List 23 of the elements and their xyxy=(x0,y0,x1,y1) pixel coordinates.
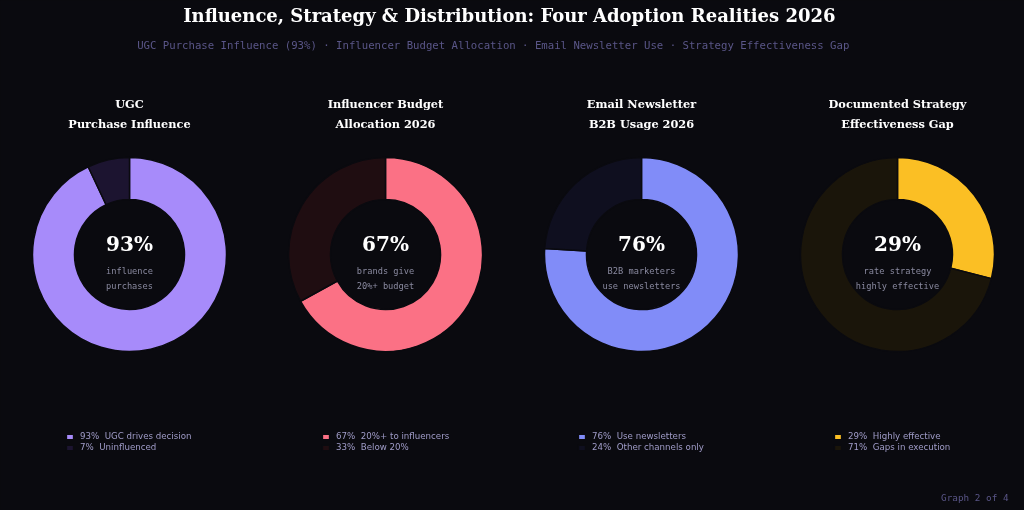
chart-title: Email Newsletter B2B Usage 2026 xyxy=(586,96,698,131)
text: rate strategy highly effective xyxy=(855,266,940,291)
legend-label: 93% UGC drives decision xyxy=(80,431,192,441)
chart-title: UGC Purchase Influence xyxy=(68,96,191,131)
chart-title: Documented Strategy Effectiveness Gap xyxy=(828,96,967,131)
caption: Graph 2 of 4 xyxy=(941,492,1009,503)
legend-label: 33% Below 20% xyxy=(336,442,409,452)
legend-label: 24% Other channels only xyxy=(592,442,704,452)
data-label: 29% xyxy=(874,231,921,256)
legend-label: 67% 20%+ to influencers xyxy=(336,431,450,441)
legend-label: 7% Uninfluenced xyxy=(80,442,157,452)
text: brands give 20%+ budget xyxy=(356,266,415,291)
text: Influence, Strategy & Distribution: Four Adoption Realities 2026 xyxy=(183,5,836,26)
legend-label: 76% Use newsletters xyxy=(592,431,686,441)
legend-label: 71% Gaps in execution xyxy=(848,442,951,452)
legend-label: 29% Highly effective xyxy=(848,431,941,441)
data-label: 67% xyxy=(362,231,409,256)
text: UGC Purchase Influence (93%) · Influencer Budget Allocation · Email Newsletter Use · Strategy Effectiveness Gap xyxy=(137,39,850,52)
data-label: 93% xyxy=(106,231,153,256)
chart-title: Influencer Budget Allocation 2026 xyxy=(327,96,445,131)
text: B2B marketers use newsletters xyxy=(602,266,681,291)
text: influence purchases xyxy=(106,266,153,291)
data-label: 76% xyxy=(618,231,665,256)
